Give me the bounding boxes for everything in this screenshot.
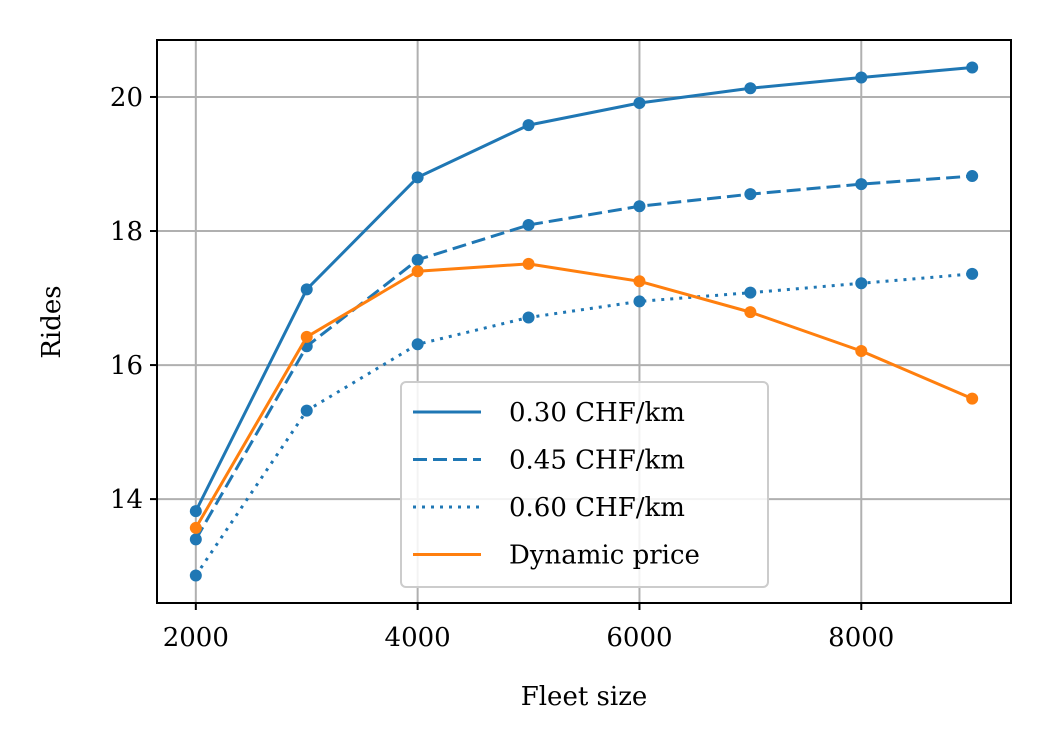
y-axis-ticks: 14 16 18 20 [110,83,157,515]
series-line [194,272,973,577]
data-point [855,71,868,84]
data-point [744,306,757,319]
data-point [411,265,424,278]
data-point [411,171,424,184]
data-point [633,200,646,213]
legend-label: Dynamic price [509,541,700,571]
data-point [300,404,313,417]
data-point [189,569,202,582]
legend: 0.30 CHF/km 0.45 CHF/km 0.60 CHF/km Dynamic… [400,381,769,588]
data-point [855,277,868,290]
data-point [633,97,646,110]
data-point [189,521,202,534]
data-point [744,286,757,299]
data-point [189,533,202,546]
series-1 [189,61,979,518]
y-tick-label: 20 [110,83,143,113]
x-tick-label: 8000 [828,623,894,653]
plot-frame [156,39,1012,604]
x-tick-label: 6000 [606,623,672,653]
data-point [522,311,535,324]
data-point [300,330,313,343]
data-point [522,257,535,270]
data-point [189,505,202,518]
data-point [744,82,757,95]
legend-box [400,381,769,588]
data-point [855,344,868,357]
series-line [194,174,973,541]
data-point [966,61,979,74]
series-3 [189,267,979,582]
data-point [966,267,979,280]
data-point [855,178,868,191]
data-point [300,283,313,296]
series-layer [189,61,979,582]
series-line [194,65,973,512]
y-tick-label: 14 [110,485,143,515]
data-point [966,392,979,405]
y-tick-label: 16 [110,351,143,381]
series-2 [189,170,979,546]
x-axis-ticks: 2000 4000 6000 8000 [163,603,894,653]
series-line [194,262,973,529]
legend-label: 0.45 CHF/km [509,446,685,476]
data-point [411,338,424,351]
data-point [744,188,757,201]
x-tick-label: 4000 [385,623,451,653]
y-tick-label: 18 [110,217,143,247]
data-point [522,218,535,231]
data-point [633,275,646,288]
data-point [633,295,646,308]
legend-label: 0.60 CHF/km [509,493,685,523]
grid [157,40,1011,603]
data-point [522,119,535,132]
series-4 [189,257,979,534]
y-axis-label: Rides [37,285,67,358]
data-point [411,253,424,266]
data-point [966,170,979,183]
x-tick-label: 2000 [163,623,229,653]
x-axis-label: Fleet size [521,682,648,712]
legend-label: 0.30 CHF/km [509,398,685,428]
